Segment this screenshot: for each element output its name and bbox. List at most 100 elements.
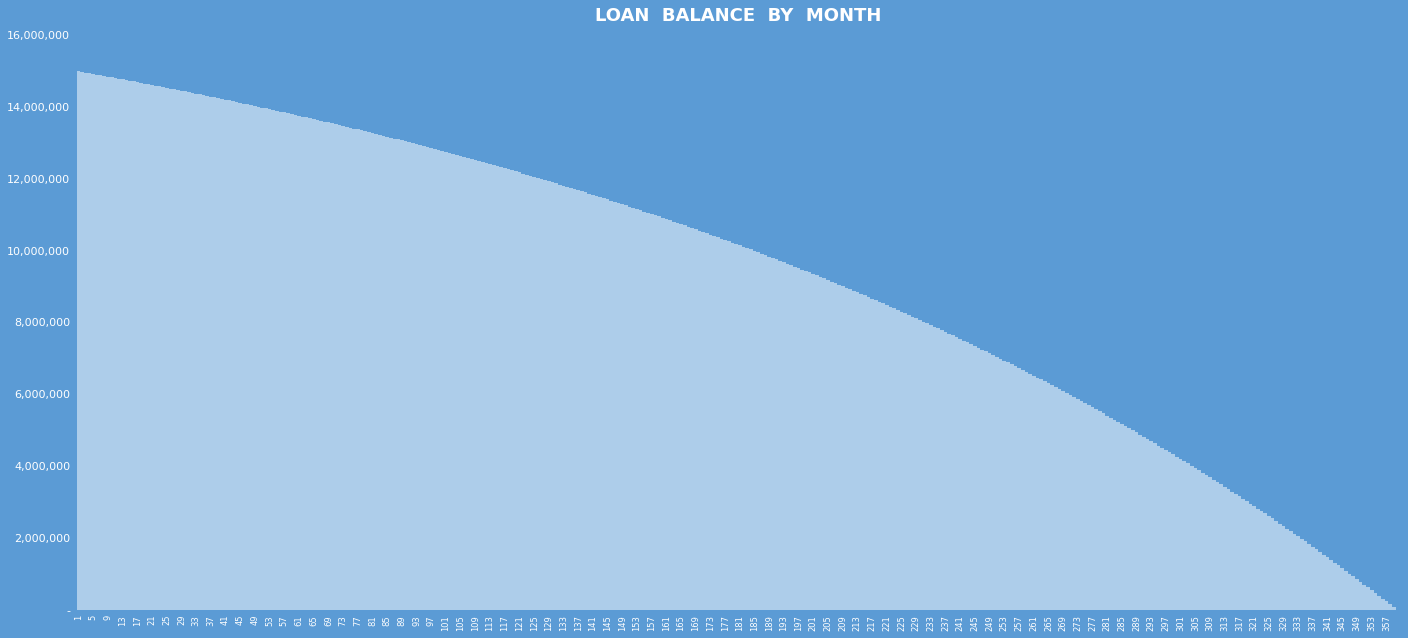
Bar xyxy=(1007,362,1010,610)
Bar xyxy=(411,144,415,610)
Bar xyxy=(576,190,580,610)
Bar xyxy=(1117,422,1119,610)
Bar xyxy=(242,103,246,610)
Bar xyxy=(356,130,359,610)
Bar xyxy=(290,114,293,610)
Bar xyxy=(352,129,356,610)
Bar xyxy=(256,107,260,610)
Bar xyxy=(142,84,146,610)
Bar xyxy=(1017,368,1021,610)
Bar xyxy=(948,334,950,610)
Bar xyxy=(1260,511,1263,610)
Bar xyxy=(1167,452,1171,610)
Bar xyxy=(1087,405,1091,610)
Bar xyxy=(124,80,128,610)
Bar xyxy=(642,212,646,610)
Bar xyxy=(1384,602,1388,610)
Bar xyxy=(158,86,162,610)
Bar xyxy=(1105,415,1110,610)
Bar xyxy=(719,239,724,610)
Bar xyxy=(697,230,701,610)
Bar xyxy=(852,291,856,610)
Bar xyxy=(573,189,576,610)
Bar xyxy=(612,202,617,610)
Bar xyxy=(1300,539,1304,610)
Bar xyxy=(1381,598,1384,610)
Bar xyxy=(658,216,660,610)
Bar xyxy=(283,112,286,610)
Bar xyxy=(532,177,536,610)
Bar xyxy=(1333,563,1336,610)
Bar xyxy=(1149,441,1153,610)
Bar xyxy=(1146,439,1149,610)
Bar xyxy=(1256,508,1260,610)
Bar xyxy=(1164,450,1167,610)
Bar xyxy=(914,318,918,610)
Bar xyxy=(128,81,132,610)
Bar xyxy=(551,182,555,610)
Bar xyxy=(624,205,628,610)
Bar xyxy=(1014,366,1017,610)
Bar xyxy=(904,313,907,610)
Bar xyxy=(605,200,610,610)
Bar xyxy=(653,215,658,610)
Bar xyxy=(763,255,767,610)
Bar xyxy=(646,212,650,610)
Bar xyxy=(998,359,1002,610)
Bar xyxy=(895,310,900,610)
Bar xyxy=(1021,370,1025,610)
Bar xyxy=(950,336,955,610)
Bar xyxy=(1354,579,1359,610)
Bar xyxy=(206,96,208,610)
Bar xyxy=(194,94,199,610)
Bar xyxy=(1112,420,1117,610)
Bar xyxy=(724,240,727,610)
Bar xyxy=(1281,526,1286,610)
Bar xyxy=(1035,378,1039,610)
Bar xyxy=(610,200,612,610)
Bar xyxy=(286,113,290,610)
Bar xyxy=(279,112,283,610)
Bar xyxy=(304,117,308,610)
Bar xyxy=(900,311,904,610)
Bar xyxy=(183,91,187,610)
Bar xyxy=(907,315,911,610)
Bar xyxy=(1186,463,1190,610)
Bar xyxy=(246,105,249,610)
Bar xyxy=(1135,433,1139,610)
Bar xyxy=(477,161,482,610)
Bar xyxy=(169,89,172,610)
Bar xyxy=(265,108,268,610)
Bar xyxy=(1304,542,1308,610)
Bar xyxy=(683,225,687,610)
Bar xyxy=(1080,401,1083,610)
Bar xyxy=(249,105,253,610)
Bar xyxy=(1215,482,1219,610)
Title: LOAN  BALANCE  BY  MONTH: LOAN BALANCE BY MONTH xyxy=(594,7,881,25)
Bar xyxy=(151,85,153,610)
Bar xyxy=(705,234,708,610)
Bar xyxy=(320,121,322,610)
Bar xyxy=(338,125,341,610)
Bar xyxy=(1311,547,1315,610)
Bar xyxy=(539,179,543,610)
Bar xyxy=(790,265,793,610)
Bar xyxy=(1286,529,1288,610)
Bar xyxy=(462,157,466,610)
Bar xyxy=(562,186,566,610)
Bar xyxy=(407,142,411,610)
Bar xyxy=(918,320,922,610)
Bar xyxy=(1388,604,1393,610)
Bar xyxy=(546,181,551,610)
Bar xyxy=(1249,503,1252,610)
Bar xyxy=(489,164,491,610)
Bar xyxy=(503,168,507,610)
Bar xyxy=(690,228,694,610)
Bar xyxy=(334,124,338,610)
Bar xyxy=(500,167,503,610)
Bar xyxy=(521,174,525,610)
Bar xyxy=(893,308,895,610)
Bar xyxy=(135,82,139,610)
Bar xyxy=(382,136,386,610)
Bar xyxy=(679,224,683,610)
